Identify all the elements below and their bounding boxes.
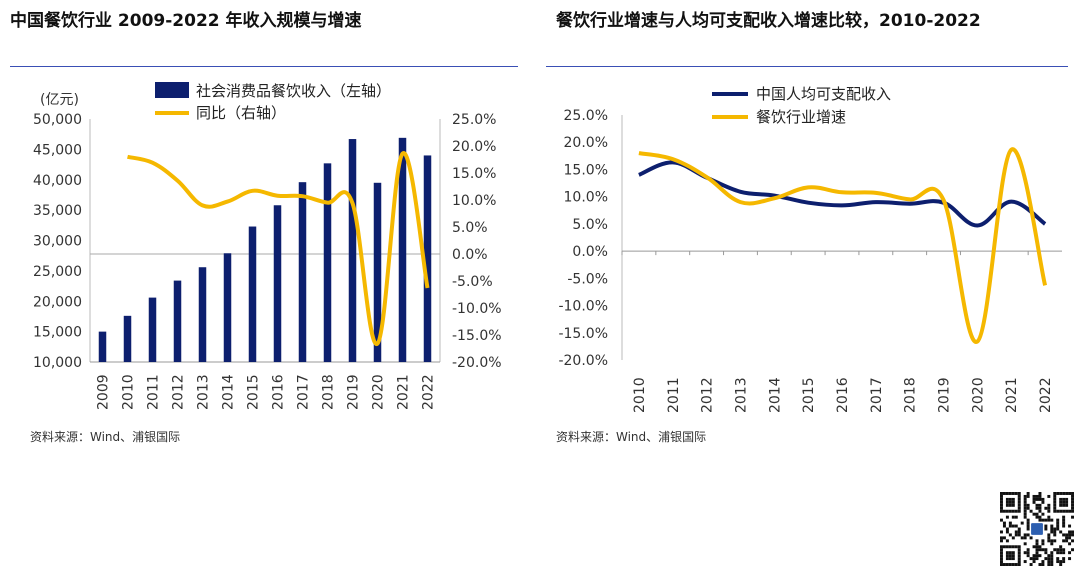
bar-2013 <box>198 267 207 362</box>
left-y-tick-label: 40,000 <box>33 173 82 189</box>
bar-2016 <box>273 205 282 362</box>
right-y-tick-label: -15.0% <box>452 328 502 344</box>
right-title-rule <box>546 66 1068 67</box>
right-chart-y-tick-label: 10.0% <box>564 190 608 206</box>
right-y-tick-label: 25.0% <box>452 112 496 128</box>
right-chart-x-tick-label: 2010 <box>632 377 648 413</box>
bar-2014 <box>223 253 232 362</box>
right-y-tick-label: -5.0% <box>452 274 493 290</box>
x-tick-label: 2013 <box>196 374 212 410</box>
x-tick-label: 2010 <box>121 374 137 410</box>
legend-label-income: 中国人均可支配收入 <box>756 85 891 103</box>
left-y-tick-label: 20,000 <box>33 294 82 310</box>
qr-code <box>1000 492 1074 566</box>
left-y-tick-label: 50,000 <box>33 112 82 128</box>
x-tick-label: 2009 <box>96 374 112 410</box>
legend-swatch-bars <box>155 82 189 98</box>
x-tick-label: 2012 <box>171 374 187 410</box>
right-chart-x-tick-label: 2015 <box>801 377 817 413</box>
left-y-tick-label: 25,000 <box>33 264 82 280</box>
catering-growth-line <box>638 147 1048 344</box>
right-y-tick-label: -10.0% <box>452 301 502 317</box>
right-chart-y-tick-label: -15.0% <box>558 326 608 342</box>
right-chart-x-tick-label: 2022 <box>1038 377 1054 413</box>
right-chart-x-tick-label: 2014 <box>767 377 783 413</box>
right-y-tick-label: 5.0% <box>452 220 488 236</box>
right-chart-y-tick-label: 25.0% <box>564 108 608 124</box>
x-tick-label: 2022 <box>421 374 437 410</box>
right-y-tick-label: 15.0% <box>452 166 496 182</box>
right-chart-x-tick-label: 2011 <box>666 377 682 413</box>
x-tick-label: 2017 <box>296 374 312 410</box>
bar-2017 <box>298 182 307 362</box>
right-chart-x-tick-label: 2013 <box>733 377 749 413</box>
x-tick-label: 2021 <box>396 374 412 410</box>
right-chart-x-tick-label: 2017 <box>869 377 885 413</box>
bar-2020 <box>373 182 382 362</box>
right-y-tick-label: 10.0% <box>452 193 496 209</box>
left-title-rule <box>10 66 518 67</box>
right-y-tick-label: 0.0% <box>452 247 488 263</box>
right-chart-y-tick-label: 20.0% <box>564 135 608 151</box>
bar-2009 <box>98 331 107 362</box>
left-unit-label: (亿元) <box>40 92 79 108</box>
left-y-tick-label: 15,000 <box>33 325 82 341</box>
left-source-note: 资料来源：Wind、浦银国际 <box>30 430 181 444</box>
right-chart-y-tick-label: -20.0% <box>558 353 608 369</box>
right-chart-x-tick-label: 2018 <box>903 377 919 413</box>
x-tick-label: 2015 <box>246 374 262 410</box>
bar-2012 <box>173 280 182 362</box>
bar-2019 <box>348 139 357 362</box>
right-chart-y-tick-label: -10.0% <box>558 299 608 315</box>
legend-label-bars: 社会消费品餐饮收入（左轴） <box>196 82 391 100</box>
bar-2021 <box>398 137 407 362</box>
x-tick-label: 2020 <box>371 374 387 410</box>
right-y-tick-label: -20.0% <box>452 355 502 371</box>
left-chart-title: 中国餐饮行业 2009-2022 年收入规模与增速 <box>10 11 362 31</box>
left-y-tick-label: 30,000 <box>33 234 82 250</box>
bar-2022 <box>423 155 432 362</box>
legend-label-catering: 餐饮行业增速 <box>756 108 846 126</box>
right-chart-x-tick-label: 2020 <box>970 377 986 413</box>
x-tick-label: 2019 <box>346 374 362 410</box>
bar-2015 <box>248 226 257 362</box>
right-chart-x-tick-label: 2012 <box>700 377 716 413</box>
bar-2010 <box>123 315 132 362</box>
right-chart-x-tick-label: 2019 <box>937 377 953 413</box>
bar-2011 <box>148 297 157 362</box>
right-chart-x-tick-label: 2021 <box>1004 377 1020 413</box>
right-y-tick-label: 20.0% <box>452 139 496 155</box>
bar-2018 <box>323 163 332 362</box>
right-chart-y-tick-label: -5.0% <box>567 271 608 287</box>
yoy-growth-line <box>127 151 430 346</box>
right-chart-y-tick-label: 5.0% <box>572 217 608 233</box>
left-y-tick-label: 10,000 <box>33 355 82 371</box>
x-tick-label: 2011 <box>146 374 162 410</box>
left-y-tick-label: 35,000 <box>33 203 82 219</box>
x-tick-label: 2014 <box>221 374 237 410</box>
right-chart-y-tick-label: 0.0% <box>572 244 608 260</box>
legend-label-line: 同比（右轴） <box>196 104 286 122</box>
right-chart-y-tick-label: 15.0% <box>564 162 608 178</box>
left-y-tick-label: 45,000 <box>33 142 82 158</box>
right-chart-title: 餐饮行业增速与人均可支配收入增速比较，2010-2022 <box>556 11 981 31</box>
x-tick-label: 2016 <box>271 374 287 410</box>
right-source-note: 资料来源：Wind、浦银国际 <box>556 430 707 444</box>
right-chart-x-tick-label: 2016 <box>835 377 851 413</box>
x-tick-label: 2018 <box>321 374 337 410</box>
